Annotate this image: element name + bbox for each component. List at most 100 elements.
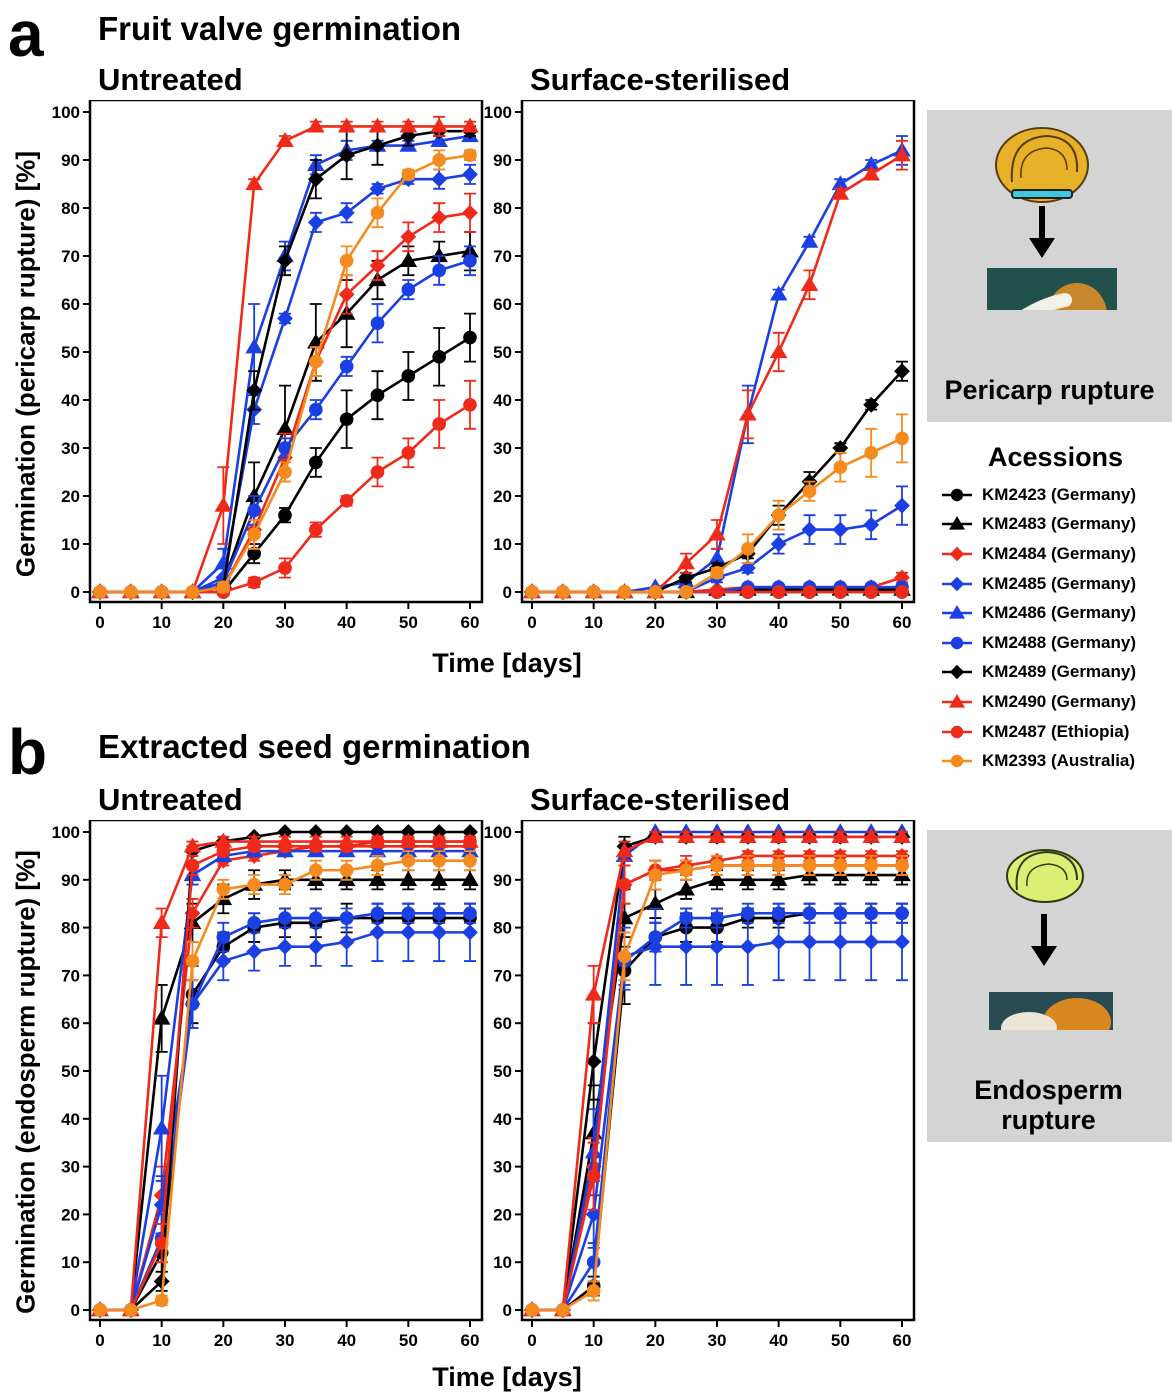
y-tick-label: 10	[61, 535, 80, 554]
data-point	[246, 943, 263, 960]
data-point	[216, 844, 231, 858]
y-tick-label: 30	[493, 439, 512, 458]
legend-label: KM2423 (Germany)	[982, 484, 1137, 504]
y-tick-label: 60	[61, 295, 80, 314]
legend-label: KM2487 (Ethiopia)	[982, 721, 1130, 741]
series-KM2485	[92, 902, 478, 1318]
panel-letter-a: a	[8, 0, 44, 70]
panel-b-untreated-title: Untreated	[98, 782, 243, 817]
y-tick-label: 90	[493, 871, 512, 890]
panel-a-x-axis-label: Time [days]	[432, 648, 582, 678]
legend-marker	[949, 516, 965, 530]
pericarp-rupture-box: Pericarp rupture	[927, 110, 1172, 422]
data-point	[462, 204, 478, 221]
data-point	[739, 405, 757, 421]
legend-item: KM2483 (Germany)	[940, 510, 1136, 540]
x-tick-label: 40	[337, 613, 356, 632]
data-point	[831, 175, 850, 191]
data-point	[278, 561, 292, 575]
data-point	[431, 924, 448, 941]
data-point	[769, 343, 788, 359]
data-point	[741, 585, 755, 599]
data-point	[708, 525, 726, 541]
data-point	[463, 253, 477, 268]
data-point	[679, 911, 693, 925]
y-tick-label: 40	[61, 391, 80, 410]
data-point	[770, 934, 787, 950]
data-point	[309, 911, 323, 925]
extracted-seed-illustration	[989, 849, 1113, 1030]
data-point	[432, 263, 446, 278]
pericarp-rupture-caption: Pericarp rupture	[944, 375, 1155, 405]
data-point	[401, 445, 416, 460]
data-point	[368, 117, 387, 133]
y-tick-label: 60	[493, 1014, 512, 1033]
data-point	[93, 1303, 107, 1317]
data-point	[463, 397, 477, 412]
chart-b-untreated: 0 10 20 30 40 50 60 70 80 90 100 0 10 20 30 40 50 60	[52, 820, 484, 1350]
data-point	[769, 827, 788, 843]
legend-label: KM2490 (Germany)	[982, 691, 1137, 711]
data-point	[154, 1236, 169, 1250]
data-point	[370, 858, 385, 873]
y-tick-label: 80	[493, 919, 512, 938]
legend-marker	[950, 725, 964, 738]
panel-b-title: Extracted seed germination	[98, 728, 531, 765]
data-point	[432, 417, 446, 431]
x-tick-label: 40	[769, 1331, 788, 1350]
data-point	[432, 349, 446, 364]
data-point	[278, 839, 292, 854]
data-point	[278, 877, 292, 892]
data-point	[833, 585, 848, 599]
legend-marker	[949, 665, 965, 680]
data-point	[307, 938, 324, 955]
data-point	[277, 252, 293, 269]
panel-b-sterilised-title: Surface-sterilised	[530, 782, 791, 817]
data-point	[586, 585, 601, 599]
series-KM2393	[93, 148, 477, 599]
legend-swatch	[942, 665, 972, 680]
data-point	[584, 985, 603, 1001]
series-KM2486	[91, 127, 479, 599]
data-point	[370, 834, 385, 849]
data-point	[463, 906, 477, 921]
x-tick-label: 60	[893, 1331, 912, 1350]
data-point	[309, 455, 323, 470]
data-point	[894, 569, 910, 586]
chart-a-sterilised: 0 10 20 30 40 50 60 70 80 90 100 0 10 20 30 40 50 60	[484, 100, 916, 632]
y-tick-label: 50	[61, 1062, 80, 1081]
data-point	[739, 827, 757, 843]
x-tick-label: 0	[95, 1331, 104, 1350]
x-tick-label: 40	[337, 1331, 356, 1350]
data-point	[214, 496, 233, 512]
y-tick-label: 80	[61, 919, 80, 938]
y-tick-label: 30	[493, 1158, 512, 1177]
data-point	[185, 858, 200, 873]
data-point	[370, 205, 385, 220]
data-point	[339, 839, 354, 854]
legend-marker	[950, 488, 964, 501]
legend-marker	[949, 576, 965, 591]
data-point	[339, 911, 354, 925]
data-point	[401, 853, 416, 868]
panel-letter-b: b	[8, 716, 48, 788]
y-tick-label: 20	[493, 487, 512, 506]
series-KM2490	[91, 115, 479, 599]
x-tick-label: 50	[399, 613, 418, 632]
series-KM2393	[525, 413, 909, 599]
x-tick-label: 10	[152, 613, 171, 632]
legend-swatch	[942, 754, 972, 768]
legend-label: KM2486 (Germany)	[982, 603, 1137, 623]
x-tick-label: 10	[584, 1331, 603, 1350]
data-point	[154, 585, 169, 599]
data-point	[832, 934, 849, 950]
legend-marker	[950, 754, 964, 768]
legend-label: KM2485 (Germany)	[982, 573, 1137, 593]
data-point	[617, 949, 632, 964]
legend-marker	[949, 546, 965, 562]
data-point	[278, 441, 292, 455]
data-point	[309, 354, 323, 369]
data-point	[741, 906, 755, 921]
series-KM2490	[523, 827, 911, 1317]
data-point	[401, 167, 416, 182]
